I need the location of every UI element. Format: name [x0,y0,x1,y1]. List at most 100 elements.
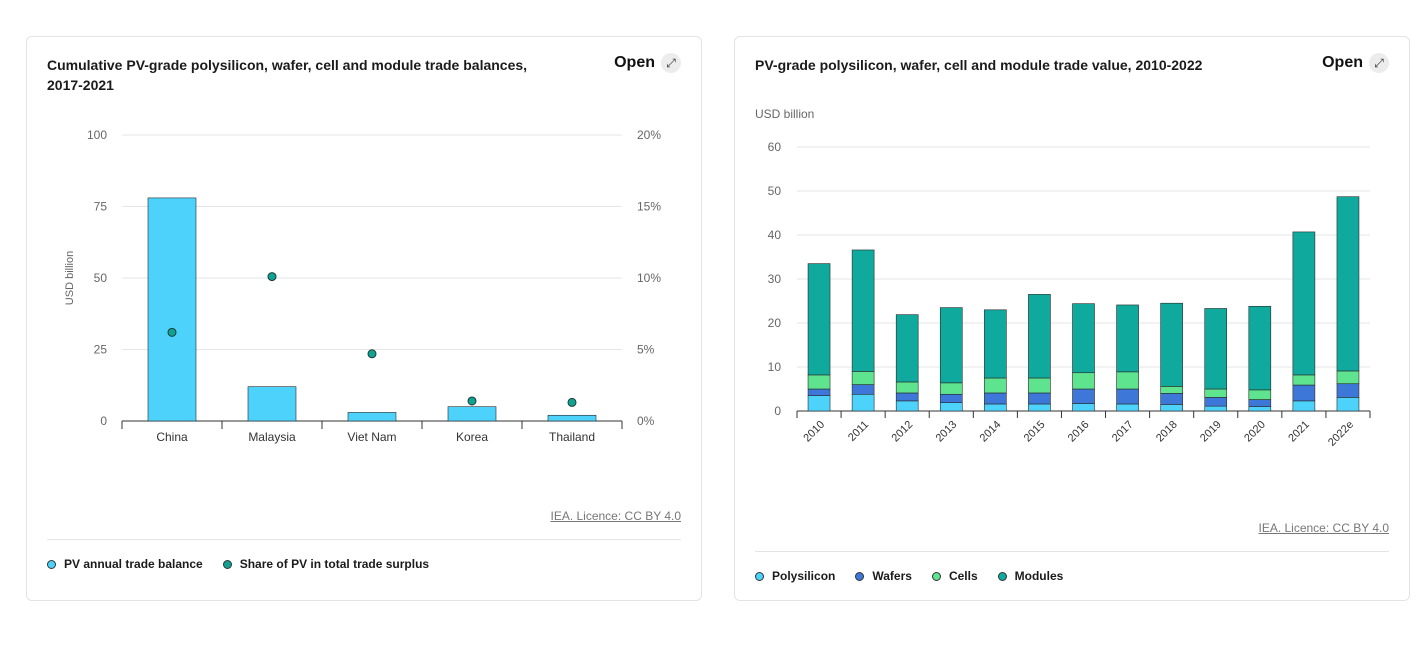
point-korea [467,396,477,406]
legend-label: Share of PV in total trade surplus [239,557,430,571]
bar-segment-modules-2020 [1248,305,1272,391]
x-tick-label: 2011 [846,419,871,444]
x-tick-label: 2012 [890,419,916,445]
y-tick-label: 0 [100,414,107,428]
bar-segment-cells-2019 [1204,388,1228,398]
x-tick-label: 2013 [934,419,960,445]
bar-segment-polysilicon-2015 [1028,403,1051,412]
legend: PV annual trade balance Share of PV in t… [47,557,429,571]
legend: Polysilicon Wafers Cells Modules [755,569,1063,583]
bar-segment-wafers-2011 [851,384,875,395]
legend-label: PV annual trade balance [64,557,203,571]
bar-segment-cells-2017 [1116,371,1139,390]
bar-segment-polysilicon-2022e [1336,397,1360,412]
y-tick-label: 25 [94,343,108,357]
bar-segment-cells-2018 [1160,386,1183,394]
expand-icon: ⤢ [661,53,681,73]
open-button[interactable]: Open ⤢ [1322,53,1389,73]
x-tick-label: 2020 [1242,419,1268,445]
chart-card-trade-balances: Cumulative PV-grade polysilicon, wafer, … [26,36,702,601]
bar-segment-polysilicon-2013 [939,402,963,412]
chart-title: PV-grade polysilicon, wafer, cell and mo… [755,57,1203,73]
y2-tick-label: 5% [637,343,655,357]
y-tick-label: 10 [768,360,782,374]
divider [755,551,1389,552]
legend-label: Wafers [872,569,912,583]
bar-segment-modules-2011 [851,249,875,372]
bar-segment-cells-2016 [1072,372,1095,390]
bar-segment-wafers-2022e [1336,383,1360,398]
y2-tick-label: 15% [637,200,661,214]
licence-link[interactable]: IEA. Licence: CC BY 4.0 [1258,521,1389,535]
x-tick-label: Viet Nam [347,430,396,444]
legend-swatch-modules [997,571,1007,581]
bar-segment-wafers-2012 [895,392,919,402]
bar-segment-modules-2014 [984,309,1007,379]
bar-segment-polysilicon-2016 [1072,403,1095,412]
bar-segment-cells-2012 [895,381,919,394]
legend-item-wafers[interactable]: Wafers [855,569,912,583]
y-tick-label: 0 [774,404,781,418]
bar-segment-polysilicon-2020 [1248,406,1272,412]
x-tick-label: 2017 [1110,419,1136,445]
x-tick-label: Malaysia [248,430,296,444]
bar-segment-wafers-2016 [1072,388,1095,404]
bar-segment-wafers-2014 [984,392,1007,405]
bar-segment-modules-2017 [1116,304,1139,373]
bar-segment-cells-2015 [1028,377,1051,394]
bar-segment-polysilicon-2012 [895,400,919,412]
bar-segment-modules-2021 [1292,231,1316,376]
legend-item-cells[interactable]: Cells [931,569,978,583]
bar-segment-cells-2011 [851,371,875,385]
legend-item-polysilicon[interactable]: Polysilicon [755,569,835,583]
x-tick-label: Thailand [549,430,595,444]
bar-segment-wafers-2013 [939,393,963,403]
y-tick-label: 30 [768,272,782,286]
open-label: Open [1322,54,1363,71]
divider [47,539,681,540]
x-tick-label: 2015 [1022,419,1048,445]
open-button[interactable]: Open ⤢ [614,53,681,73]
bar-segment-modules-2018 [1160,302,1183,387]
y2-tick-label: 10% [637,271,661,285]
bar-segment-wafers-2018 [1160,393,1183,405]
legend-swatch-wafers [855,571,865,581]
legend-swatch-polysilicon [755,571,764,581]
legend-label: Cells [948,569,978,583]
legend-item-modules[interactable]: Modules [997,569,1064,583]
y-axis-unit-label: USD billion [64,251,76,305]
x-tick-label: 2014 [978,419,1004,445]
x-tick-label: 2010 [801,419,827,445]
legend-item-share[interactable]: Share of PV in total trade surplus [222,557,430,571]
licence-link[interactable]: IEA. Licence: CC BY 4.0 [550,509,681,523]
bar-thailand [547,414,597,422]
bar-segment-modules-2019 [1204,308,1228,390]
bar-segment-modules-2013 [939,307,963,384]
bar-segment-cells-2013 [939,382,963,395]
bar-korea [447,406,497,422]
bar-segment-polysilicon-2021 [1292,400,1316,412]
chart-title: Cumulative PV-grade polysilicon, wafer, … [47,57,528,93]
x-tick-label: 2022e [1326,419,1356,449]
legend-swatch-cells [931,571,941,581]
bar-segment-wafers-2020 [1248,399,1272,407]
bar-segment-wafers-2019 [1204,397,1228,407]
x-tick-label: 2016 [1066,419,1092,445]
bar-segment-modules-2022e [1336,196,1360,372]
bar-segment-cells-2022e [1336,370,1360,385]
y-tick-label: 20 [768,316,782,330]
legend-label: Polysilicon [772,569,836,583]
chart-trade-value: 0 10 20 30 40 50 60 2010 2011 2012 2013 2014 2015 201… [768,140,1371,449]
bar-segment-modules-2016 [1072,303,1095,374]
bar-segment-cells-2014 [984,377,1007,394]
legend-label: Modules [1014,569,1064,583]
bar-segment-polysilicon-2017 [1116,403,1139,412]
y-tick-label: 75 [94,200,108,214]
x-tick-label: Korea [456,430,488,444]
bar-segment-wafers-2010 [807,388,831,396]
bar-segment-cells-2020 [1248,389,1272,400]
chart-trade-balances: USD billion 0 25 50 75 100 0% 5% 10% 15% 20% China M… [64,128,661,444]
legend-item-trade-balance[interactable]: PV annual trade balance [47,557,203,571]
y-tick-label: 50 [94,271,108,285]
bar-segment-polysilicon-2019 [1204,405,1228,412]
